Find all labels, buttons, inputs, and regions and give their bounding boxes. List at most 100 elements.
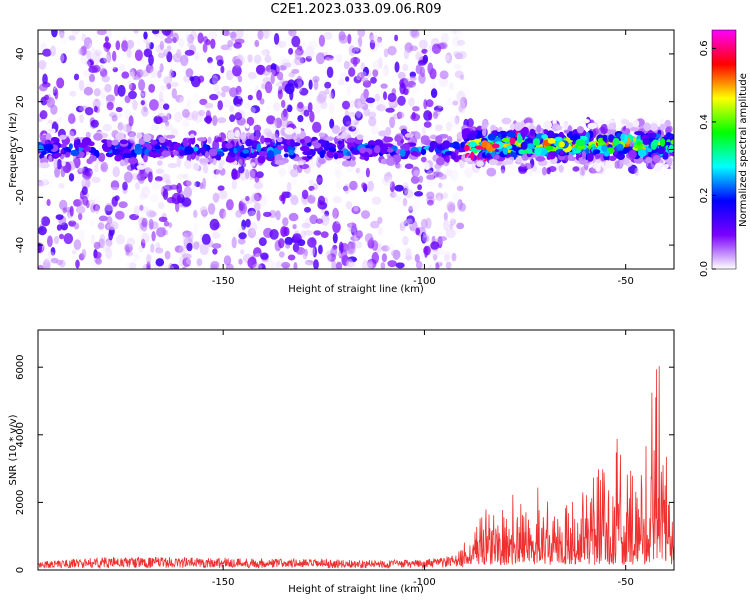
- heat-speckle: [405, 248, 412, 260]
- heat-speckle: [81, 186, 88, 196]
- heat-speckle: [220, 44, 230, 51]
- heat-band-cell: [646, 133, 657, 139]
- heat-speckle: [247, 71, 257, 80]
- heat-speckle: [401, 227, 408, 236]
- heat-speckle: [300, 230, 306, 239]
- heat-speckle: [357, 72, 365, 79]
- heat-speckle: [250, 221, 257, 234]
- heat-speckle: [282, 217, 289, 227]
- heat-band-cell: [333, 153, 339, 160]
- heat-speckle: [367, 101, 374, 108]
- heat-speckle: [383, 91, 387, 100]
- heat-speckle: [210, 38, 216, 49]
- heat-speckle: [138, 79, 146, 91]
- heat-speckle: [410, 113, 421, 122]
- heat-speckle: [385, 107, 395, 113]
- heat-band-cell: [234, 129, 240, 138]
- heat-band-cell: [143, 133, 152, 143]
- heat-speckle: [326, 66, 334, 79]
- heat-speckle: [98, 215, 108, 222]
- heat-speckle: [58, 32, 65, 42]
- heat-speckle: [81, 178, 91, 189]
- heat-band-cell: [208, 148, 218, 157]
- heat-speckle: [288, 30, 294, 35]
- heat-speckle: [407, 204, 415, 211]
- heat-speckle: [425, 170, 435, 183]
- heat-speckle: [338, 34, 349, 44]
- heat-speckle: [71, 30, 80, 36]
- heat-speckle: [190, 180, 197, 192]
- heat-speckle: [664, 119, 671, 128]
- heat-speckle: [256, 89, 262, 101]
- heat-band-cell: [526, 148, 533, 154]
- heat-speckle: [96, 46, 107, 53]
- heat-band-cell: [430, 135, 437, 139]
- heat-speckle: [154, 176, 163, 182]
- heat-speckle: [264, 99, 273, 112]
- heat-band-cell: [616, 143, 624, 150]
- heat-speckle: [92, 226, 100, 237]
- heat-speckle: [221, 239, 229, 251]
- heat-speckle: [410, 30, 418, 38]
- heat-band-cell: [399, 148, 406, 157]
- heat-speckle: [329, 57, 336, 65]
- heat-band-cell: [520, 141, 528, 150]
- heat-speckle: [263, 30, 270, 39]
- heat-speckle: [46, 199, 51, 206]
- heat-speckle: [155, 168, 165, 175]
- heat-speckle: [114, 195, 120, 202]
- heat-speckle: [217, 185, 225, 191]
- heat-speckle: [99, 234, 106, 245]
- heat-speckle: [358, 71, 367, 79]
- heat-band-cell: [93, 132, 103, 141]
- heat-speckle: [250, 105, 261, 114]
- heat-speckle: [174, 111, 182, 123]
- heat-band-cell: [199, 158, 209, 164]
- heat-band-cell: [532, 138, 541, 146]
- heat-speckle: [278, 86, 283, 95]
- heat-band-cell: [48, 155, 53, 163]
- heat-speckle: [140, 90, 147, 97]
- heat-band-cell: [424, 162, 430, 171]
- heat-speckle: [276, 63, 282, 73]
- heat-speckle: [365, 167, 370, 178]
- heat-speckle: [65, 39, 74, 48]
- heat-speckle: [374, 38, 383, 49]
- heat-speckle: [208, 61, 214, 70]
- heat-band-cell: [227, 131, 235, 140]
- heat-speckle: [279, 194, 285, 202]
- heat-speckle: [356, 71, 362, 81]
- heat-speckle: [137, 172, 146, 184]
- heat-speckle: [427, 111, 433, 121]
- heat-speckle: [372, 69, 379, 78]
- heat-speckle: [261, 49, 270, 56]
- heat-band-cell: [207, 136, 212, 144]
- heat-speckle: [140, 90, 146, 99]
- heat-speckle: [361, 102, 369, 110]
- spectrogram-ylabel: Frequency (Hz): [8, 112, 19, 188]
- heat-band-cell: [70, 149, 80, 157]
- heat-speckle: [600, 123, 609, 135]
- heat-speckle: [433, 254, 438, 261]
- heat-speckle: [257, 30, 264, 40]
- heat-band-cell: [487, 133, 496, 141]
- heat-speckle: [454, 107, 461, 117]
- heat-speckle: [185, 101, 191, 108]
- heat-speckle: [165, 179, 172, 185]
- heat-band-cell: [170, 128, 179, 137]
- heat-speckle: [336, 250, 342, 257]
- heat-speckle: [296, 75, 303, 86]
- heat-speckle: [459, 202, 466, 212]
- x-tick-label: -50: [618, 276, 634, 287]
- heat-speckle: [443, 254, 450, 262]
- heat-speckle: [371, 196, 382, 205]
- heat-speckle: [73, 239, 82, 251]
- heat-speckle: [286, 104, 293, 113]
- heat-speckle: [194, 181, 201, 188]
- heat-speckle: [201, 209, 208, 217]
- heat-speckle: [422, 231, 428, 238]
- heat-band-cell: [184, 146, 194, 155]
- heat-speckle: [184, 32, 189, 41]
- heat-speckle: [363, 108, 371, 117]
- heat-band-cell: [632, 119, 640, 128]
